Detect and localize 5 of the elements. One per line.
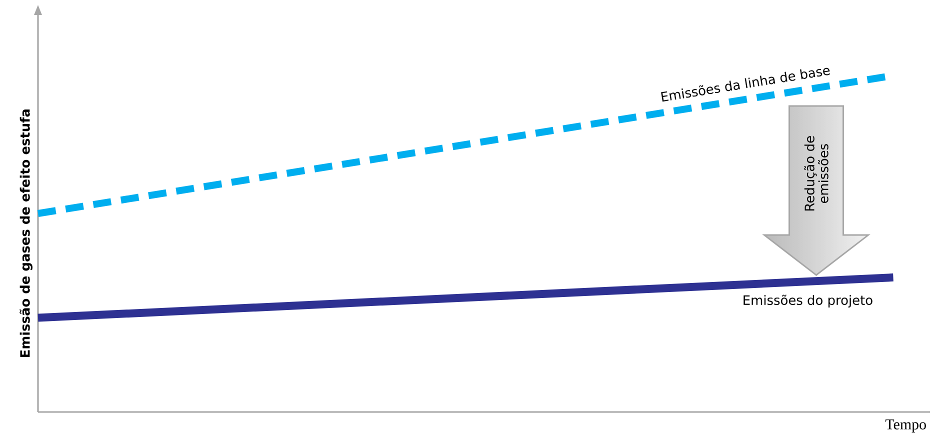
y-axis-title: Emissão de gases de efeito estufa [20, 110, 32, 358]
text: Emissões da linha de base [661, 68, 830, 102]
series-label: Emissões do projeto [744, 294, 872, 308]
annotation: Redução de emissões [804, 136, 828, 210]
x-axis-title: Tempo [885, 420, 926, 432]
